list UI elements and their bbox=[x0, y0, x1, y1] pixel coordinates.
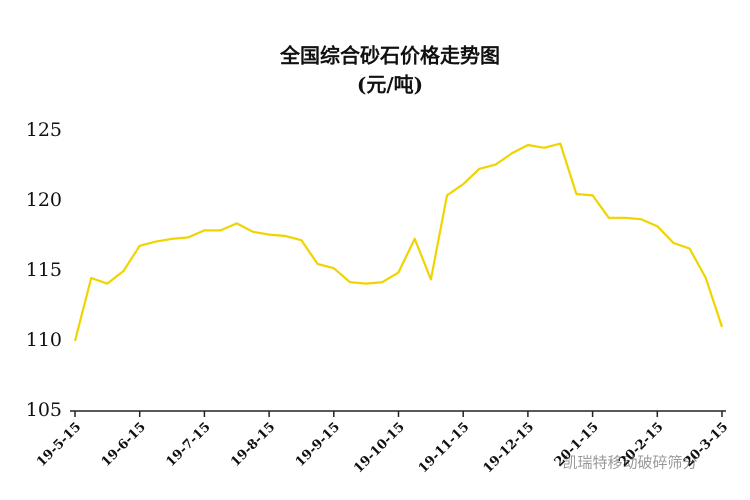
line bbox=[73, 142, 724, 342]
x-tick-label: 20-3-15 bbox=[681, 420, 731, 470]
x-tick-label: 19-8-15 bbox=[228, 420, 278, 470]
y-tick-label: 115 bbox=[26, 259, 62, 281]
x-tick-label: 19-5-15 bbox=[34, 420, 84, 470]
chart-subtitle: (元/吨) bbox=[357, 73, 423, 97]
x-tick-label: 19-6-15 bbox=[99, 420, 149, 470]
x-tick-label: 19-10-15 bbox=[351, 420, 408, 477]
chart-title: 全国综合砂石价格走势图 bbox=[279, 44, 500, 68]
y-tick-label: 120 bbox=[26, 189, 62, 211]
y-tick-label: 125 bbox=[26, 119, 62, 141]
x-tick-label: 19-12-15 bbox=[481, 420, 538, 477]
x-tick-label: 19-11-15 bbox=[416, 420, 473, 477]
y-tick-label: 110 bbox=[26, 329, 62, 351]
x-tick-label: 19-9-15 bbox=[293, 420, 343, 470]
y-tick-label: 105 bbox=[26, 399, 62, 421]
x-tick-label: 19-7-15 bbox=[163, 420, 213, 470]
watermark: 凯瑞特移动破碎筛分 bbox=[562, 454, 697, 472]
